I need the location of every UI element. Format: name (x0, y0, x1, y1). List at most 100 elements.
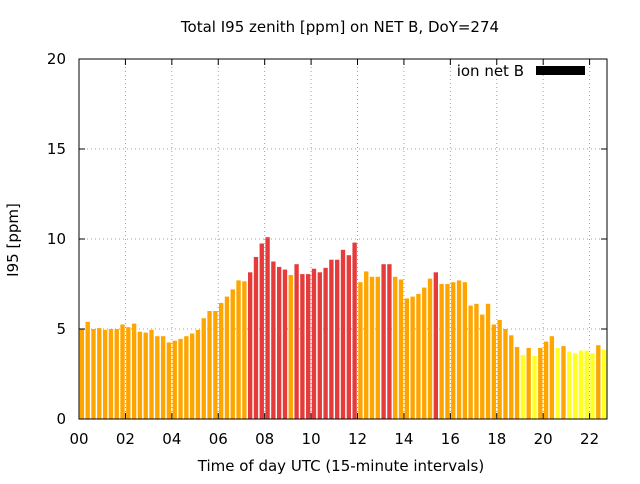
bar (277, 266, 282, 419)
x-tick-label: 04 (162, 430, 181, 448)
bar (375, 276, 380, 419)
bar (247, 272, 253, 419)
bar (456, 280, 462, 419)
bar (572, 353, 578, 419)
bar (358, 282, 363, 419)
bar (306, 274, 311, 419)
x-tick-label: 00 (69, 430, 88, 448)
bar (462, 282, 468, 419)
y-tick-label: 10 (47, 230, 66, 248)
bar (195, 329, 201, 419)
bar (555, 347, 560, 419)
bar (451, 282, 456, 419)
bar-series (79, 237, 607, 419)
bar (387, 264, 392, 419)
bar (578, 350, 584, 419)
bar (567, 351, 572, 419)
bar (91, 329, 96, 419)
bar (393, 276, 398, 419)
bar (346, 255, 351, 419)
bar (120, 324, 125, 419)
bar (561, 346, 566, 419)
bar (543, 341, 549, 419)
x-tick-label: 12 (348, 430, 367, 448)
bar (596, 345, 601, 419)
bar (584, 350, 589, 419)
bar (590, 353, 595, 419)
bar (218, 302, 224, 419)
x-tick-label: 20 (534, 430, 553, 448)
y-tick-label: 15 (47, 140, 66, 158)
bar (288, 275, 293, 419)
bar (364, 271, 369, 419)
bar (271, 261, 276, 419)
bar (114, 329, 119, 419)
bar (410, 296, 415, 419)
chart-title: Total I95 zenith [ppm] on NET B, DoY=274 (180, 18, 499, 36)
bar (532, 356, 537, 419)
bar (108, 329, 114, 419)
bar (265, 237, 270, 419)
bar (404, 298, 409, 419)
bar (189, 333, 195, 419)
bar (282, 269, 288, 419)
x-tick-label: 06 (209, 430, 228, 448)
x-tick-label: 08 (255, 430, 274, 448)
bar (485, 303, 491, 419)
y-axis-title: I95 [ppm] (4, 203, 22, 277)
x-tick-label: 18 (487, 430, 506, 448)
bar (294, 264, 299, 419)
grid-lines (79, 59, 607, 419)
bar (137, 331, 143, 419)
bar (497, 320, 502, 419)
x-tick-label: 14 (394, 430, 413, 448)
x-tick-label: 02 (116, 430, 135, 448)
bar (369, 276, 375, 419)
bar (160, 336, 166, 419)
bar (427, 278, 433, 419)
bar (155, 336, 160, 419)
bar (468, 305, 473, 419)
bar (520, 355, 526, 419)
bar (166, 342, 172, 419)
bar (213, 311, 218, 419)
bar (514, 347, 520, 419)
bar (601, 349, 607, 419)
bar (352, 242, 357, 419)
bar (172, 340, 177, 419)
axes (78, 58, 608, 420)
bar (300, 274, 305, 419)
bar (416, 293, 421, 419)
bar (207, 311, 212, 419)
bar (224, 296, 230, 419)
y-tick-label: 20 (47, 50, 66, 68)
y-tick-label: 0 (56, 410, 66, 428)
legend-swatch (536, 66, 585, 75)
bar (526, 347, 531, 419)
bar (253, 257, 259, 419)
bar (491, 324, 497, 419)
bar (311, 268, 317, 419)
legend: ion net B (457, 62, 585, 80)
bar (149, 329, 154, 419)
bar (131, 323, 137, 419)
bar (433, 272, 439, 419)
bar (509, 335, 514, 419)
bar (503, 329, 508, 419)
bar (323, 267, 328, 419)
bar (329, 259, 334, 419)
x-tick-label: 10 (302, 430, 321, 448)
bar (85, 321, 90, 419)
bar (178, 338, 183, 419)
bar (201, 318, 206, 419)
tick-labels: 0 5 10 15 20 00 02 04 06 08 10 12 14 16 18 20 22 (47, 50, 599, 448)
bar (242, 281, 247, 419)
bar (236, 280, 241, 419)
bar (335, 259, 340, 419)
bar (143, 332, 148, 419)
bar (381, 264, 386, 419)
bar (97, 328, 102, 419)
bar (474, 303, 479, 419)
